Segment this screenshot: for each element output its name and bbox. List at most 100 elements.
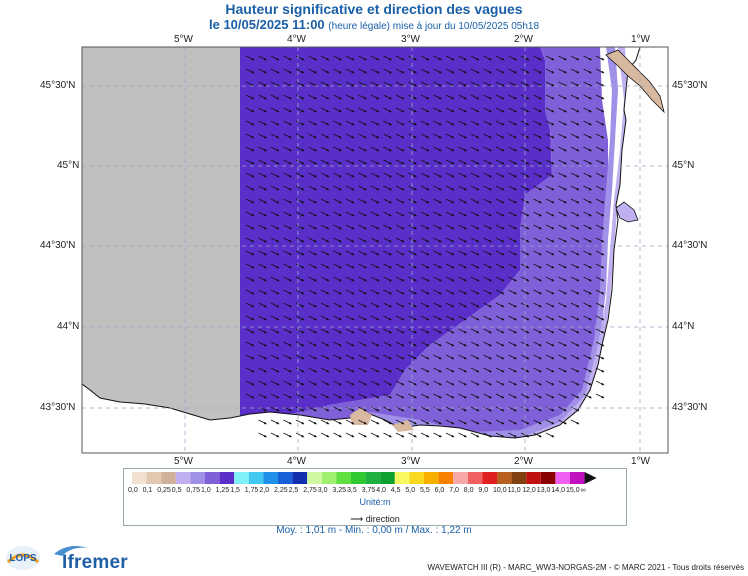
direction-arrow <box>583 315 592 321</box>
direction-arrow <box>370 276 380 282</box>
lat-label-left-4: 43°30'N <box>40 402 76 413</box>
direction-arrow <box>420 289 430 295</box>
direction-arrow <box>545 107 555 113</box>
direction-arrow <box>333 419 342 425</box>
direction-arrow <box>358 211 367 217</box>
direction-arrow <box>545 302 555 308</box>
direction-arrow <box>370 393 380 399</box>
legend-tick-label: 9,0 <box>478 487 489 494</box>
direction-arrow <box>533 55 542 61</box>
direction-arrow <box>458 289 467 295</box>
legend-tick-label: 2,75 <box>303 487 317 494</box>
direction-arrow <box>420 341 430 347</box>
legend-swatch <box>234 472 249 484</box>
direction-arrow <box>258 367 267 373</box>
direction-arrow <box>558 55 567 61</box>
direction-arrow <box>395 107 405 113</box>
lops-logo-text: LOPS <box>9 553 37 564</box>
direction-arrow <box>545 120 555 126</box>
lops-logo: LOPS <box>6 546 40 570</box>
direction-arrow <box>345 419 355 425</box>
direction-arrow <box>583 237 592 243</box>
estuary <box>605 49 665 114</box>
direction-arrow <box>533 211 542 217</box>
direction-arrow <box>345 354 355 360</box>
direction-arrow <box>508 107 517 113</box>
direction-arrow <box>345 172 355 178</box>
direction-arrow <box>595 211 605 217</box>
direction-arrow <box>470 302 480 308</box>
direction-arrow <box>358 380 367 386</box>
direction-arrow <box>595 393 605 399</box>
direction-arrow <box>345 250 355 256</box>
direction-arrow <box>270 263 280 269</box>
direction-arrow <box>433 237 442 243</box>
direction-arrow <box>458 237 467 243</box>
direction-arrow <box>358 224 367 230</box>
direction-arrow <box>458 250 467 256</box>
direction-arrow <box>508 302 517 308</box>
direction-arrow <box>483 146 492 152</box>
direction-arrow <box>358 250 367 256</box>
direction-arrow <box>295 81 305 87</box>
direction-arrow <box>283 289 292 295</box>
direction-arrow <box>445 263 455 269</box>
direction-arrow <box>270 68 280 74</box>
direction-arrow <box>483 55 492 61</box>
direction-arrow <box>495 198 505 204</box>
direction-arrow <box>320 432 330 438</box>
direction-arrow <box>533 172 542 178</box>
direction-arrow <box>295 146 305 152</box>
legend-swatch <box>175 472 191 484</box>
direction-arrow <box>383 419 392 425</box>
direction-arrow <box>245 107 255 113</box>
direction-arrow <box>483 276 492 282</box>
direction-arrow <box>570 263 580 269</box>
direction-arrow <box>320 107 330 113</box>
direction-arrow <box>508 250 517 256</box>
direction-arrow <box>470 120 480 126</box>
direction-arrow <box>408 159 417 165</box>
direction-arrow <box>458 146 467 152</box>
direction-arrow <box>483 120 492 126</box>
direction-arrow <box>433 211 442 217</box>
direction-arrow <box>595 237 605 243</box>
direction-arrow <box>358 81 367 87</box>
direction-arrow <box>358 393 367 399</box>
direction-arrow <box>283 159 292 165</box>
direction-arrow <box>433 263 442 269</box>
direction-arrow <box>295 237 305 243</box>
direction-arrow <box>583 289 592 295</box>
direction-arrow <box>383 198 392 204</box>
direction-arrow <box>470 380 480 386</box>
direction-arrow <box>420 172 430 178</box>
direction-arrow <box>420 406 430 412</box>
direction-arrow <box>433 185 442 191</box>
direction-arrow <box>358 68 367 74</box>
direction-arrow <box>483 380 492 386</box>
direction-arrow <box>408 302 417 308</box>
legend-swatch <box>380 472 395 484</box>
direction-arrow <box>495 81 505 87</box>
direction-arrow <box>358 276 367 282</box>
legend-swatch <box>394 472 410 484</box>
direction-arrow <box>333 432 342 438</box>
direction-arrow <box>545 146 555 152</box>
direction-arrow <box>383 185 392 191</box>
direction-arrow <box>283 393 292 399</box>
direction-arrow <box>583 120 592 126</box>
direction-arrow <box>283 380 292 386</box>
direction-arrow <box>445 159 455 165</box>
direction-arrow <box>458 367 467 373</box>
direction-arrow <box>495 107 505 113</box>
direction-arrow <box>258 146 267 152</box>
direction-arrow <box>295 224 305 230</box>
direction-arrow <box>358 354 367 360</box>
direction-arrow <box>433 55 442 61</box>
direction-arrow <box>433 341 442 347</box>
direction-arrow <box>470 432 480 438</box>
direction-arrow <box>245 172 255 178</box>
direction-arrow <box>383 328 392 334</box>
direction-arrow <box>545 328 555 334</box>
legend-tick-label: 2,25 <box>274 487 288 494</box>
